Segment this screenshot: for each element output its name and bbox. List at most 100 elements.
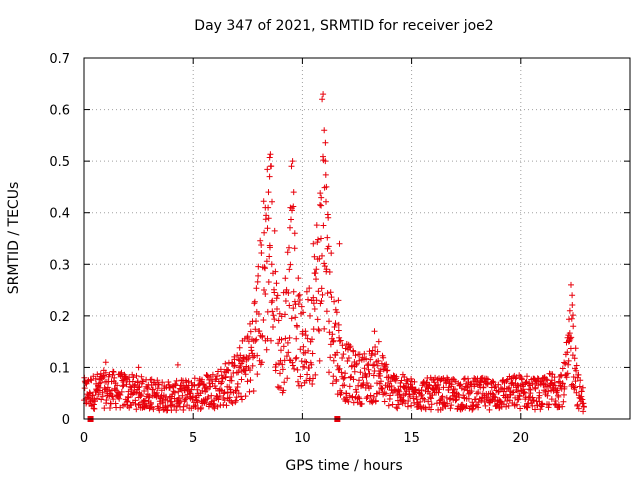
data-point: [277, 370, 283, 377]
data-point: [559, 380, 566, 387]
data-point: [330, 373, 337, 380]
data-point: [177, 385, 184, 392]
data-point: [90, 392, 96, 399]
data-point: [473, 378, 480, 385]
data-point: [247, 377, 254, 384]
data-point: [576, 383, 583, 390]
data-point: [198, 404, 205, 411]
data-point: [291, 365, 298, 372]
data-point: [106, 387, 113, 393]
data-point: [370, 393, 377, 400]
data-point: [306, 285, 313, 292]
data-point: [282, 335, 289, 342]
data-point: [147, 399, 154, 406]
data-point: [110, 396, 117, 403]
data-point: [313, 222, 320, 229]
data-point: [250, 388, 257, 394]
data-point: [291, 298, 298, 305]
data-point: [316, 327, 323, 334]
data-point: [381, 398, 388, 405]
data-point: [234, 380, 241, 387]
data-point: [560, 398, 567, 405]
data-point: [468, 388, 475, 395]
data-point: [266, 253, 273, 260]
data-point: [331, 298, 338, 305]
data-point: [119, 383, 126, 390]
data-point: [274, 292, 281, 299]
data-point: [246, 352, 253, 359]
data-points: [81, 91, 587, 415]
data-point: [313, 266, 320, 273]
data-point: [377, 368, 384, 375]
data-point: [247, 367, 253, 374]
data-point: [495, 381, 502, 388]
data-point: [251, 300, 258, 307]
data-point: [263, 258, 270, 265]
data-point: [156, 407, 163, 414]
data-point: [320, 222, 327, 229]
data-point: [124, 393, 131, 400]
data-point: [559, 365, 566, 372]
data-point: [289, 158, 296, 165]
data-point: [155, 381, 162, 388]
data-point: [305, 296, 311, 303]
data-point: [94, 371, 101, 378]
data-point: [569, 352, 576, 359]
data-point: [495, 389, 502, 395]
data-point: [551, 374, 558, 381]
data-point: [275, 340, 282, 347]
data-point: [358, 400, 365, 407]
data-point: [271, 316, 278, 323]
data-point: [436, 386, 443, 393]
data-point: [255, 311, 262, 317]
data-point: [125, 394, 132, 401]
data-point: [489, 378, 496, 385]
data-point: [579, 384, 586, 391]
data-point: [137, 393, 144, 400]
data-point: [363, 395, 370, 402]
data-point: [258, 359, 265, 366]
data-point: [418, 391, 425, 398]
data-point: [517, 405, 524, 412]
data-point: [581, 404, 587, 410]
data-point: [506, 384, 513, 391]
data-point: [238, 376, 245, 383]
data-point: [286, 244, 292, 251]
data-point: [574, 401, 581, 408]
data-point: [428, 401, 435, 408]
data-point: [335, 366, 342, 373]
data-point: [187, 390, 194, 397]
y-tick-label: 0.6: [49, 104, 70, 119]
data-point: [265, 215, 272, 222]
data-point: [264, 166, 271, 173]
data-point: [164, 403, 171, 410]
data-point: [448, 402, 455, 409]
data-point: [333, 309, 340, 316]
data-point: [316, 357, 323, 364]
data-point: [254, 371, 261, 378]
data-point: [194, 386, 201, 393]
x-tick-labels: 0 5 10 15 20: [80, 431, 529, 446]
data-point: [335, 327, 342, 334]
data-point: [328, 294, 335, 301]
data-point: [221, 389, 228, 396]
data-point: [94, 395, 101, 402]
data-point: [317, 201, 323, 208]
y-tick-label: 0.1: [49, 361, 70, 376]
data-point: [546, 401, 553, 408]
data-point: [223, 402, 230, 409]
x-axis-label: GPS time / hours: [285, 458, 402, 474]
data-point: [270, 312, 277, 319]
data-point: [236, 357, 243, 364]
data-point: [328, 250, 335, 257]
y-axis-label: SRMTID / TECUs: [6, 182, 22, 295]
data-point: [411, 378, 418, 385]
data-point: [309, 350, 316, 357]
data-point: [571, 355, 578, 362]
data-point: [475, 389, 482, 396]
data-point: [292, 355, 299, 362]
data-point: [298, 303, 305, 310]
y-tick-label: 0: [62, 413, 70, 428]
data-point: [163, 393, 169, 400]
data-point: [524, 400, 531, 407]
